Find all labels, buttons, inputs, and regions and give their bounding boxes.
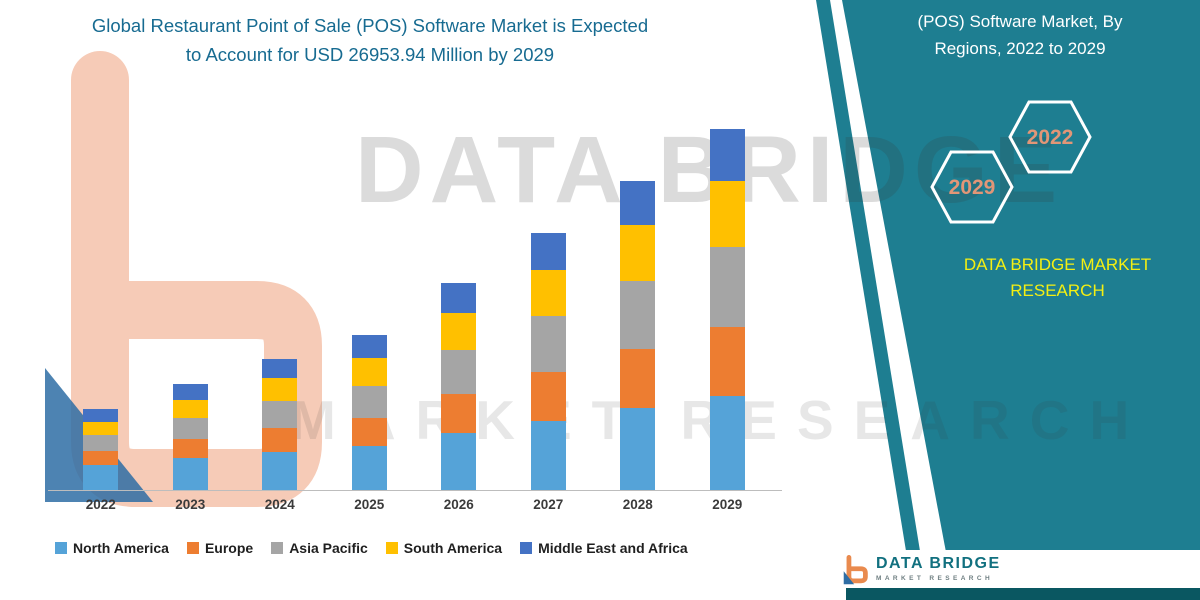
bar-segment-south-america [441,313,477,351]
bar-2028 [620,106,656,490]
bar-segment-asia-pacific [83,434,119,451]
bar-segment-south-america [709,180,745,247]
bar-2027 [530,106,566,490]
bar-segment-north-america [262,451,298,490]
data-bridge-logo-icon [843,555,868,585]
x-axis-label-2025: 2025 [354,497,385,512]
bar-segment-middle-east-and-africa [83,409,119,422]
legend-item-south-america: South America [385,540,502,556]
x-axis-label-2022: 2022 [85,497,116,512]
hexagon-2022: 2022 [1008,100,1092,174]
bar-segment-asia-pacific [441,350,477,395]
legend-item-north-america: North America [55,540,169,556]
chart-legend: North America Europe Asia Pacific South Ame… [55,540,795,556]
page-title-line1: Global Restaurant Point of Sale (POS) So… [91,15,649,36]
bar-segment-europe [530,372,566,421]
bar-segment-north-america [620,407,656,490]
legend-swatch [186,542,199,554]
footer-logo: DATA BRIDGE MARKET RESEARCH [828,550,1200,600]
bar-segment-europe [441,394,477,434]
legend-swatch [520,542,533,554]
footer-logo-subtitle: MARKET RESEARCH [876,575,994,583]
bar-segment-middle-east-and-africa [262,358,298,379]
bar-segment-europe [709,326,745,396]
legend-swatch [385,542,398,554]
x-axis-label-2027: 2027 [533,497,564,512]
bar-segment-middle-east-and-africa [441,282,477,314]
bar-segment-south-america [262,378,298,402]
brand-text-line2: RESEARCH [1010,281,1105,301]
x-axis-line [48,490,782,491]
bar-2024 [262,106,298,490]
x-axis-label-2026: 2026 [443,497,474,512]
bar-2022 [83,106,119,490]
bar-segment-north-america [709,395,745,490]
bar-segment-south-america [530,270,566,317]
page-title: Global Restaurant Point of Sale (POS) So… [25,12,715,69]
bar-segment-south-america [620,225,656,281]
bar-segment-north-america [83,464,119,490]
bar-segment-europe [262,427,298,452]
bar-segment-middle-east-and-africa [709,129,745,181]
bar-segment-middle-east-and-africa [530,233,566,271]
bar-2025 [351,106,387,490]
bar-segment-europe [351,417,387,447]
hexagon-2022-label: 2022 [1027,126,1074,149]
bar-segment-middle-east-and-africa [172,383,208,400]
bar-2023 [172,106,208,490]
brand-text-line1: DATA BRIDGE MARKET [963,255,1152,274]
legend-swatch [55,542,67,554]
bar-segment-north-america [441,433,477,490]
bar-segment-asia-pacific [620,280,656,350]
x-axis-labels: 2022 2023 2024 2025 2026 2027 2028 2029 [56,497,772,517]
side-panel-heading: (POS) Software Market, By Regions, 2022 … [860,8,1180,62]
bar-2026 [441,106,477,490]
legend-item-europe: Europe [186,540,253,556]
bar-segment-north-america [530,420,566,490]
bar-segment-asia-pacific [709,246,745,327]
footer-teal-bar [846,588,1200,600]
bar-2029 [709,106,745,490]
bar-segment-north-america [172,458,208,490]
legend-item-middle-east-and-africa: Middle East and Africa [520,540,688,556]
x-axis-label-2028: 2028 [622,497,653,512]
bar-segment-south-america [351,358,387,386]
side-heading-line1: (POS) Software Market, By [917,12,1123,31]
bar-segment-middle-east-and-africa [351,335,387,359]
bar-segment-asia-pacific [351,385,387,418]
bar-segment-south-america [83,421,119,435]
hexagon-2029-label: 2029 [949,176,996,199]
bar-segment-north-america [351,446,387,490]
side-heading-line2: Regions, 2022 to 2029 [934,39,1106,59]
bar-segment-europe [172,439,208,459]
bar-segment-europe [620,349,656,408]
x-axis-label-2023: 2023 [175,497,206,512]
stacked-bar-chart [56,106,772,490]
brand-text: DATA BRIDGE MARKET RESEARCH [945,252,1170,305]
bar-segment-south-america [172,399,208,418]
bar-segment-asia-pacific [530,316,566,373]
footer-logo-name: DATA BRIDGE [876,555,1001,572]
bar-segment-asia-pacific [172,417,208,440]
x-axis-label-2024: 2024 [264,497,295,512]
bar-segment-europe [83,450,119,465]
legend-item-asia-pacific: Asia Pacific [271,540,368,556]
bar-segment-middle-east-and-africa [620,180,656,226]
bar-segment-asia-pacific [262,401,298,428]
x-axis-label-2029: 2029 [712,497,743,512]
page-title-line2: to Account for USD 26953.94 Million by 2… [185,43,555,65]
legend-swatch [271,542,284,554]
hexagon-2029: 2029 [930,150,1014,224]
